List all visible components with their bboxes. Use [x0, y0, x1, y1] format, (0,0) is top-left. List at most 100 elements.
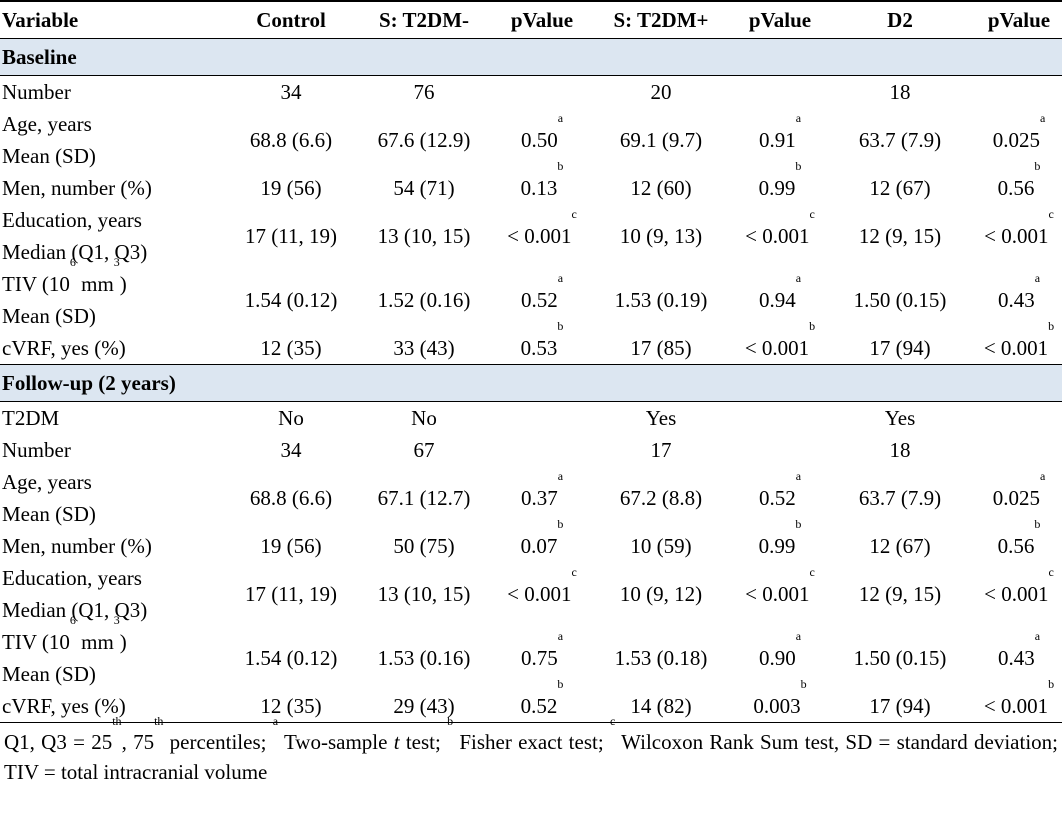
- value-cell: 63.7 (7.9): [858, 128, 942, 152]
- value-cell: 67.6 (12.9): [377, 128, 471, 152]
- pvalue-cell: < 0.001b: [983, 319, 1055, 360]
- section-baseline-row: Baseline: [0, 38, 1062, 76]
- row-label: Age, years Mean (SD): [0, 108, 232, 172]
- table-row: TIV (106 mm3) Mean (SD) 1.54 (0.12) 1.52 (0…: [0, 255, 1062, 332]
- value-cell: 10 (9, 13): [619, 224, 703, 248]
- pvalue-cell: 0.50a: [520, 111, 564, 152]
- pvalue-cell: 0.37a: [520, 469, 564, 510]
- value-cell: 67: [413, 438, 435, 462]
- pvalue-cell: 0.025a: [992, 469, 1046, 510]
- table-row: T2DM No No Yes Yes: [0, 402, 1062, 435]
- value-cell: 18: [889, 80, 911, 104]
- header-control: Control: [232, 0, 350, 39]
- row-label-line2: Mean (SD): [2, 304, 96, 328]
- pvalue-cell: < 0.001c: [745, 207, 815, 248]
- table-row: Men, number (%) 19 (56) 50 (75) 0.07b 10 (59…: [0, 517, 1062, 562]
- header-pvalue-2: pValue: [736, 0, 824, 39]
- row-label-line1: Men, number (%): [2, 176, 152, 200]
- pvalue-cell: [736, 434, 824, 466]
- table-row: Number 34 76 20 18: [0, 76, 1062, 109]
- pvalue-cell: [736, 402, 824, 435]
- pvalue-cell: [736, 76, 824, 109]
- header-pvalue-3: pValue: [976, 0, 1062, 39]
- pvalue-cell: 0.13b: [520, 159, 564, 200]
- value-cell: 1.54 (0.12): [244, 288, 338, 312]
- value-cell: 68.8 (6.6): [249, 486, 333, 510]
- pvalue-cell: 0.003b: [736, 678, 824, 723]
- value-cell: No: [411, 406, 437, 430]
- table-row: Education, years Median (Q1, Q3) 17 (11, 1…: [0, 204, 1062, 268]
- pvalue-cell: 0.52a: [758, 469, 802, 510]
- value-cell: 68.8 (6.6): [249, 128, 333, 152]
- header-s-t2dm-minus: S: T2DM-: [350, 0, 498, 39]
- row-label-line1: cVRF, yes (%): [2, 336, 126, 360]
- pvalue-cell: < 0.001b: [976, 678, 1062, 723]
- value-cell: 17 (85): [630, 336, 692, 360]
- pvalue-cell: [498, 434, 586, 466]
- value-cell: Yes: [884, 406, 916, 430]
- table-row: Number 34 67 17 18: [0, 434, 1062, 466]
- header-row: Variable Control S: T2DM- pValue S: T2DM…: [0, 0, 1062, 39]
- value-cell: 1.53 (0.16): [377, 646, 471, 670]
- value-cell: No: [278, 406, 304, 430]
- row-label-line1: Number: [2, 80, 71, 104]
- pvalue-cell: 0.52b: [498, 678, 586, 723]
- row-label: cVRF, yes (%): [0, 332, 232, 365]
- value-cell: Yes: [645, 406, 677, 430]
- row-label: Education, years Median (Q1, Q3): [0, 562, 232, 626]
- row-label-line2: Median (Q1, Q3): [2, 598, 148, 622]
- value-cell: 1.52 (0.16): [377, 288, 471, 312]
- pvalue-cell: 0.53b: [520, 319, 564, 360]
- value-cell: 19 (56): [260, 176, 322, 200]
- table-row: Education, years Median (Q1, Q3) 17 (11, 1…: [0, 562, 1062, 626]
- row-label-line1: TIV (106 mm3): [2, 613, 127, 654]
- section-baseline-title: Baseline: [0, 38, 1062, 76]
- table-row: cVRF, yes (%) 12 (35) 33 (43) 0.53b 17 (85) <…: [0, 319, 1062, 365]
- row-label: TIV (106 mm3) Mean (SD): [0, 613, 232, 690]
- pvalue-cell: 0.91a: [758, 111, 802, 152]
- row-label-line1: Education, years: [2, 208, 142, 232]
- value-cell: 12 (9, 15): [858, 224, 942, 248]
- pvalue-cell: < 0.001c: [507, 565, 577, 606]
- pvalue-cell: 0.56b: [997, 517, 1041, 558]
- pvalue-cell: 0.56b: [997, 159, 1041, 200]
- value-cell: 50 (75): [393, 534, 455, 558]
- value-cell: 69.1 (9.7): [619, 128, 703, 152]
- table-row: Men, number (%) 19 (56) 54 (71) 0.13b 12 (60…: [0, 159, 1062, 204]
- pvalue-cell: [498, 402, 586, 435]
- row-label-line1: T2DM: [2, 406, 60, 430]
- pvalue-cell: < 0.001c: [984, 565, 1054, 606]
- row-label: Number: [0, 434, 232, 466]
- row-label-line1: Number: [2, 438, 71, 462]
- value-cell: 1.53 (0.19): [614, 288, 708, 312]
- value-cell: 33 (43): [393, 336, 455, 360]
- row-label-line1: Age, years: [2, 470, 92, 494]
- value-cell: 63.7 (7.9): [858, 486, 942, 510]
- row-label-line2: Median (Q1, Q3): [2, 240, 148, 264]
- header-d2: D2: [824, 0, 976, 39]
- value-cell: 17 (11, 19): [245, 582, 337, 606]
- row-label-line1: Education, years: [2, 566, 142, 590]
- pvalue-cell: 0.75a: [520, 629, 564, 670]
- pvalue-cell: [976, 434, 1062, 466]
- row-label: Men, number (%): [0, 530, 232, 562]
- value-cell: 19 (56): [260, 534, 322, 558]
- pvalue-cell: 0.52a: [520, 271, 564, 312]
- table-row: TIV (106 mm3) Mean (SD) 1.54 (0.12) 1.53 (0…: [0, 613, 1062, 690]
- pvalue-cell: 0.07b: [520, 517, 564, 558]
- table-footnote: Q1, Q3 = 25th, 75th percentiles; a Two-s…: [4, 714, 1059, 784]
- pvalue-cell: < 0.001c: [745, 565, 815, 606]
- value-cell: 10 (59): [630, 534, 692, 558]
- value-cell: 17: [650, 438, 672, 462]
- value-cell: 14 (82): [586, 690, 736, 723]
- value-cell: 12 (35): [232, 690, 350, 723]
- value-cell: 12 (35): [260, 336, 322, 360]
- value-cell: 54 (71): [393, 176, 455, 200]
- pvalue-cell: [498, 76, 586, 109]
- row-label: T2DM: [0, 402, 232, 435]
- pvalue-cell: 0.94a: [758, 271, 802, 312]
- pvalue-cell: 0.99b: [758, 517, 802, 558]
- value-cell: 17 (94): [869, 336, 931, 360]
- row-label-line1: TIV (106 mm3): [2, 255, 127, 296]
